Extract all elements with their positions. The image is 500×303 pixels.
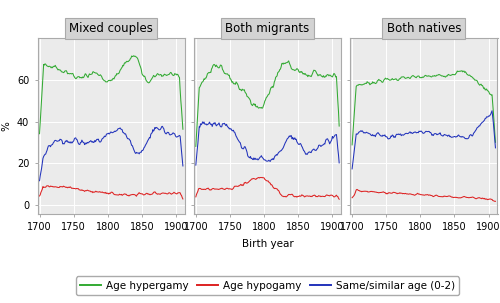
- Title: Both migrants: Both migrants: [226, 22, 310, 35]
- Title: Mixed couples: Mixed couples: [70, 22, 153, 35]
- Y-axis label: %: %: [1, 121, 11, 131]
- Text: Birth year: Birth year: [242, 239, 294, 249]
- Title: Both natives: Both natives: [386, 22, 461, 35]
- Legend: Age hypergamy, Age hypogamy, Same/similar age (0-2): Age hypergamy, Age hypogamy, Same/simila…: [76, 276, 459, 295]
